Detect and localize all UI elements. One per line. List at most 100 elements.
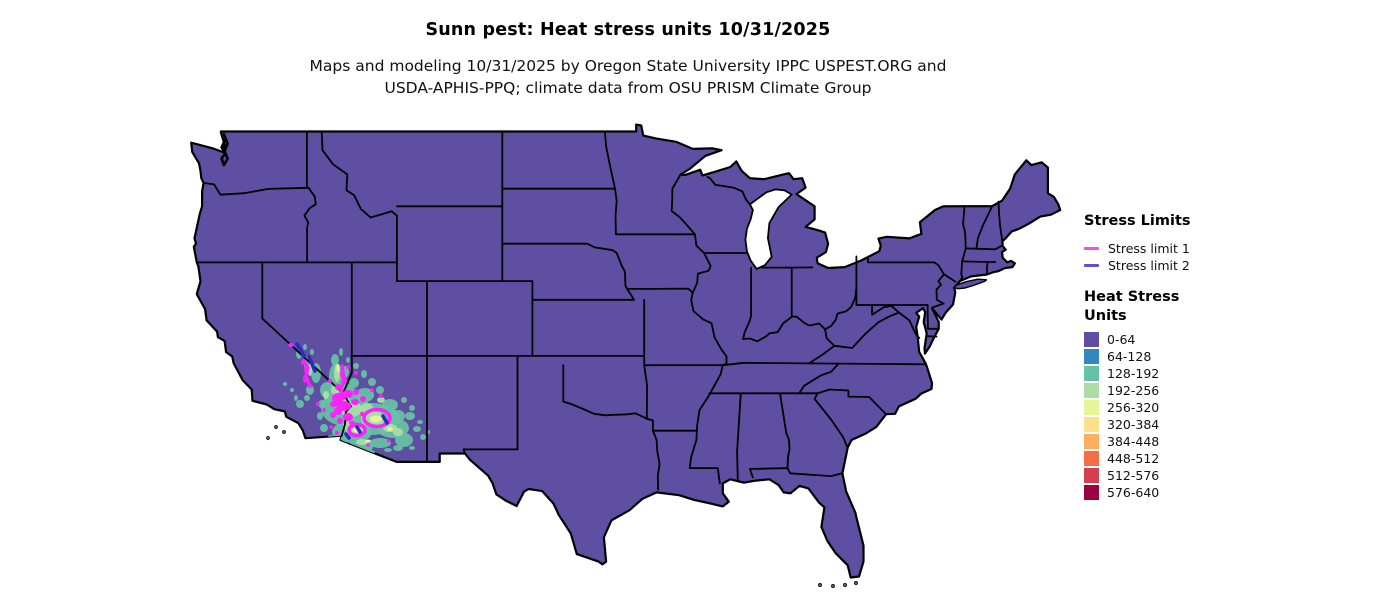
heat-patch-128-192 <box>327 435 335 441</box>
heat-stress-class-label: 192-256 <box>1107 383 1160 398</box>
heat-patch-128-192 <box>368 378 376 386</box>
heat-patch-128-192 <box>331 354 339 366</box>
state-border <box>808 311 900 365</box>
heat-patch-128-192 <box>304 395 310 401</box>
heat-patch-128-192 <box>353 363 359 369</box>
heat-stress-class-swatch <box>1084 383 1099 398</box>
state-border <box>645 417 661 491</box>
heat-stress-class-item: 448-512 <box>1084 450 1394 467</box>
state-border <box>779 392 791 469</box>
heat-stress-class-item: 320-384 <box>1084 416 1394 433</box>
state-border <box>926 304 940 330</box>
heat-patch-128-192 <box>303 344 307 350</box>
state-border <box>643 298 648 420</box>
heat-patch-128-192 <box>310 349 314 355</box>
heat-patch-128-192 <box>395 433 413 447</box>
heat-stress-class-list: 0-64 64-128 128-192 192-256 256-320 320-384 38… <box>1084 331 1394 501</box>
heat-stress-class-swatch <box>1084 400 1099 415</box>
legend-panel: Stress Limits Stress limit 1 Stress limit… <box>1084 212 1394 501</box>
heat-stress-class-label: 320-384 <box>1107 417 1160 432</box>
stress-limit-1-blob <box>346 365 350 369</box>
stress-limit-1-blob <box>379 394 383 398</box>
heat-patch-128-192 <box>348 450 356 454</box>
stress-limit-1-blob <box>343 390 353 398</box>
stress-limit-2-line <box>344 432 351 440</box>
stress-limit-1-blob <box>343 413 353 421</box>
stress-limit-1-blob <box>370 388 374 392</box>
heat-stress-class-swatch <box>1084 468 1099 483</box>
heat-patch-128-192 <box>384 448 392 452</box>
heat-stress-class-item: 0-64 <box>1084 331 1394 348</box>
state-border <box>798 362 840 395</box>
heat-patch-128-192 <box>393 445 403 451</box>
state-border <box>501 242 635 301</box>
state-border <box>736 392 742 482</box>
stress-limit-1-blob <box>366 443 370 447</box>
state-border <box>202 182 310 196</box>
stress-limit-item: Stress limit 1 <box>1084 240 1394 257</box>
state-border <box>706 176 751 206</box>
stress-limit-1-blob <box>328 379 332 383</box>
stress-limit-1-blob <box>322 408 326 412</box>
heat-stress-class-item: 512-576 <box>1084 467 1394 484</box>
heat-patch-128-192 <box>420 434 426 440</box>
state-border <box>997 200 1004 243</box>
state-border <box>320 130 398 219</box>
heat-patch-256-320 <box>336 364 340 372</box>
state-border <box>670 173 728 469</box>
heat-stress-class-swatch <box>1084 366 1099 381</box>
heat-patch-128-192 <box>409 446 415 450</box>
heat-stress-class-item: 64-128 <box>1084 348 1394 365</box>
stress-limit-item: Stress limit 2 <box>1084 257 1394 274</box>
heat-stress-class-swatch <box>1084 434 1099 449</box>
state-border <box>943 273 957 283</box>
stress-limits-list: Stress limit 1 Stress limit 2 <box>1084 240 1394 274</box>
stress-limit-lines <box>288 342 392 448</box>
state-border <box>749 467 844 477</box>
heat-patch-128-192 <box>369 438 391 448</box>
heat-stress-class-label: 512-576 <box>1107 468 1160 483</box>
florida-keys-island <box>831 584 835 588</box>
state-border <box>975 205 994 250</box>
state-border <box>688 467 721 485</box>
state-border <box>824 328 835 347</box>
state-border <box>959 205 967 282</box>
heat-stress-class-label: 128-192 <box>1107 366 1160 381</box>
heat-stress-class-item: 256-320 <box>1084 399 1394 416</box>
state-border <box>721 361 927 367</box>
heat-patch-128-192 <box>376 386 384 394</box>
heat-stress-class-item: 576-640 <box>1084 484 1394 501</box>
stress-limit-1-blob <box>337 418 343 424</box>
stress-limit-1-blob <box>351 399 359 405</box>
stress-limit-1-blob <box>353 389 359 395</box>
heat-patch-128-192 <box>320 424 328 432</box>
florida-keys-island <box>854 581 858 585</box>
state-border <box>462 448 519 455</box>
heat-stress-class-swatch <box>1084 417 1099 432</box>
subtitle-line-1: Maps and modeling 10/31/2025 by Oregon S… <box>309 57 947 75</box>
heat-patch-192-256 <box>356 439 368 445</box>
heat-patch-128-192 <box>296 400 304 408</box>
heat-patch-256-320 <box>387 427 393 431</box>
heat-stress-class-label: 384-448 <box>1107 434 1160 449</box>
heat-stress-class-label: 448-512 <box>1107 451 1160 466</box>
florida-keys-island <box>818 583 822 587</box>
heat-patch-128-192 <box>336 441 348 447</box>
heat-stress-class-item: 384-448 <box>1084 433 1394 450</box>
us-landmass <box>190 123 1062 579</box>
figure-subtitle: Maps and modeling 10/31/2025 by Oregon S… <box>0 55 1256 99</box>
stress-limit-1-blob <box>334 407 342 415</box>
heat-patch-128-192 <box>306 385 314 395</box>
puget-sound <box>220 133 229 167</box>
state-border <box>816 388 887 416</box>
stress-limit-1-line <box>339 364 346 400</box>
stress-limit-1-blob <box>354 371 358 375</box>
state-border <box>964 245 1003 251</box>
channel-island <box>266 436 270 440</box>
stress-limit-2-line <box>307 355 317 373</box>
heat-stress-heading: Heat Stress Units <box>1084 288 1394 326</box>
stress-limit-1-line <box>302 359 311 386</box>
heat-stress-class-swatch <box>1084 485 1099 500</box>
stress-limit-line-sample <box>1084 247 1099 250</box>
